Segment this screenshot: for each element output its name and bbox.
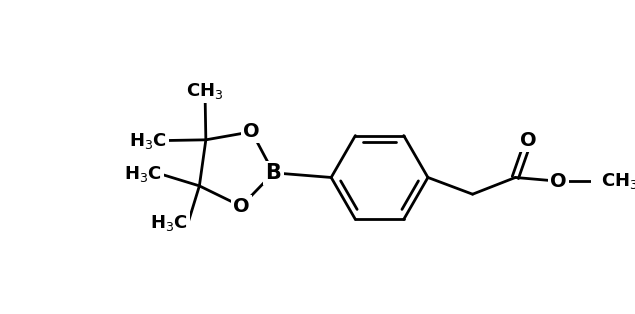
- Text: H$_3$C: H$_3$C: [124, 165, 162, 184]
- Text: O: O: [233, 197, 250, 216]
- Text: O: O: [520, 131, 537, 150]
- Text: O: O: [243, 122, 260, 141]
- Text: H$_3$C: H$_3$C: [150, 213, 188, 233]
- Text: B: B: [265, 163, 281, 183]
- Text: O: O: [550, 172, 566, 191]
- Text: CH$_3$: CH$_3$: [187, 81, 224, 101]
- Text: H$_3$C: H$_3$C: [129, 131, 167, 150]
- Text: CH$_3$: CH$_3$: [601, 171, 635, 191]
